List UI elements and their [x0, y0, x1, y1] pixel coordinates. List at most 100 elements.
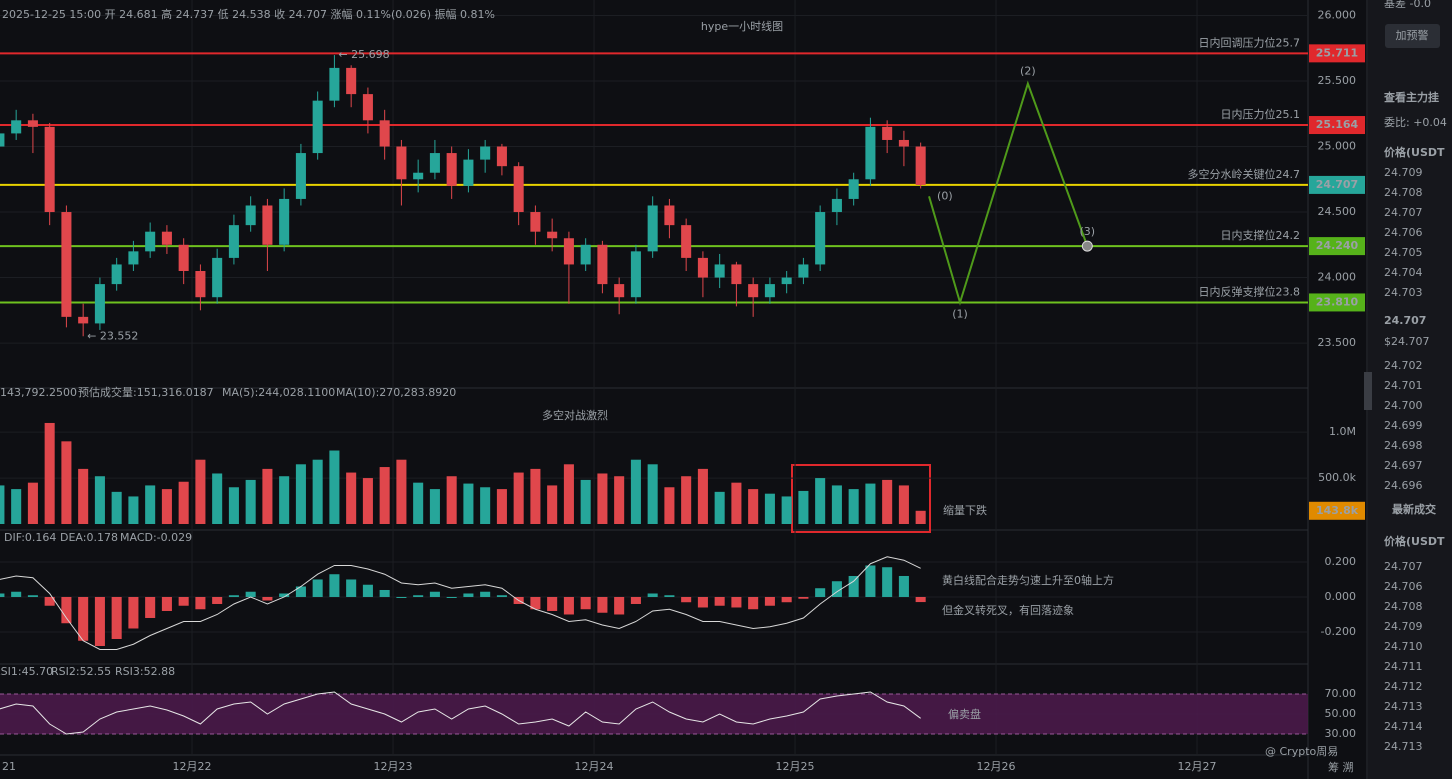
volume-bar [346, 472, 357, 524]
volume-bar [547, 485, 558, 524]
volume-bar [597, 473, 608, 524]
indicator-line [0, 691, 921, 735]
macd-bar [78, 596, 89, 641]
bid-price: 24.701 [1384, 379, 1423, 392]
trade-price: 24.709 [1384, 620, 1423, 633]
trade-price: 24.711 [1384, 660, 1423, 673]
annotation: 但金叉转死叉，有回落迹象 [942, 603, 1074, 617]
annotation: 偏卖盘 [948, 707, 981, 721]
candle-body [128, 251, 139, 265]
y-tick-label: 25.500 [1318, 74, 1357, 87]
candle-body [731, 264, 742, 285]
y-tick-label: 23.500 [1318, 336, 1357, 349]
macd-bar [161, 596, 172, 611]
macd-bar [128, 596, 139, 629]
y-tick-label: 50.00 [1325, 707, 1357, 720]
volume-bar [44, 422, 55, 524]
volume-bar [848, 489, 859, 524]
pane-legend: 预估成交量:151,316.0187 [78, 385, 214, 399]
watermark: @ Crypto周易 [1265, 745, 1338, 758]
volume-bar [496, 489, 507, 524]
candle-body [145, 231, 156, 252]
candle-body [597, 244, 608, 285]
pane-legend: MA(10):270,283.8920 [336, 386, 456, 399]
macd-bar [815, 588, 826, 597]
volume-bar [865, 483, 876, 524]
y-tick-label: 500.0k [1318, 471, 1356, 484]
macd-bar [44, 596, 55, 606]
annotation: 黄白线配合走势匀速上升至0轴上方 [942, 573, 1114, 587]
candle-body [496, 146, 507, 167]
ask-price: 24.707 [1384, 206, 1423, 219]
pane-legend: MACD:-0.029 [120, 531, 192, 544]
level-label: 多空分水岭关键位24.7 [1188, 167, 1301, 181]
volume-bar [11, 489, 22, 524]
price-tag [1309, 44, 1365, 63]
volume-bar [279, 476, 290, 524]
candle-body [111, 264, 122, 285]
volume-bar [630, 459, 641, 524]
level-label: 日内反弹支撑位23.8 [1199, 284, 1301, 298]
price-tag-label: 24.240 [1316, 239, 1359, 252]
volume-tag [1309, 501, 1365, 520]
y-tick-label: 0.200 [1325, 555, 1357, 568]
candle-body [647, 205, 658, 252]
macd-bar [329, 574, 340, 597]
chart-title: hype一小时线图 [701, 19, 783, 33]
candle-body [530, 212, 541, 232]
volume-bar [111, 491, 122, 524]
volume-bar [78, 468, 89, 524]
volume-bar [463, 483, 474, 524]
macd-bar [764, 596, 775, 606]
y-tick-label: 25.000 [1318, 140, 1357, 153]
candle-body [429, 153, 440, 173]
macd-bar [697, 596, 708, 608]
alert-button[interactable] [1385, 24, 1440, 48]
ask-price: 24.705 [1384, 246, 1423, 259]
volume-bar [647, 464, 658, 524]
projection-path [928, 80, 1089, 306]
volume-bar [898, 485, 909, 524]
volume-bar [128, 496, 139, 524]
macd-bar [630, 596, 641, 604]
candle-body [748, 284, 759, 298]
candle-body [195, 271, 206, 298]
macd-bar [279, 593, 290, 597]
macd-bar [831, 581, 842, 597]
x-tick-label: 12月26 [977, 760, 1016, 773]
macd-bar [379, 589, 390, 597]
volume-bar [178, 481, 189, 524]
y-tick-label: -0.200 [1321, 625, 1356, 638]
candle-body [178, 244, 189, 271]
macd-bar [11, 591, 22, 597]
macd-bar [731, 596, 742, 608]
macd-bar [614, 596, 625, 615]
macd-bar [61, 596, 72, 624]
volume-bar [379, 467, 390, 524]
candle-body [78, 316, 89, 324]
pane-legend: RSI2:52.55 [51, 665, 111, 678]
ask-price: 24.704 [1384, 266, 1423, 279]
annotation: 多空对战激烈 [542, 408, 608, 422]
candle-body [0, 133, 5, 147]
pane-legend: RSI1:45.70 [0, 665, 53, 678]
bid-price: 24.702 [1384, 359, 1423, 372]
candle-body [781, 277, 792, 285]
volume-bar [245, 479, 256, 524]
trade-price: 24.712 [1384, 680, 1423, 693]
candle-body [480, 146, 491, 160]
trades-title: 最新成交 [1392, 502, 1436, 516]
candle-body [463, 159, 474, 186]
collapse-handle[interactable] [1364, 372, 1372, 410]
volume-bar [714, 491, 725, 524]
header: 2025-12-25 15:00 开 24.681 高 24.737 低 24.… [2, 7, 495, 21]
last-price-usd: $24.707 [1384, 335, 1430, 348]
volume-bar [915, 510, 926, 524]
projection-label: (0) [937, 189, 953, 202]
macd-bar [798, 596, 809, 599]
pane-legend: DIF:0.164 [4, 531, 56, 544]
macd-bar [915, 596, 926, 603]
candle-body [245, 205, 256, 226]
volume-bar [563, 464, 574, 524]
candle-body [228, 225, 239, 258]
